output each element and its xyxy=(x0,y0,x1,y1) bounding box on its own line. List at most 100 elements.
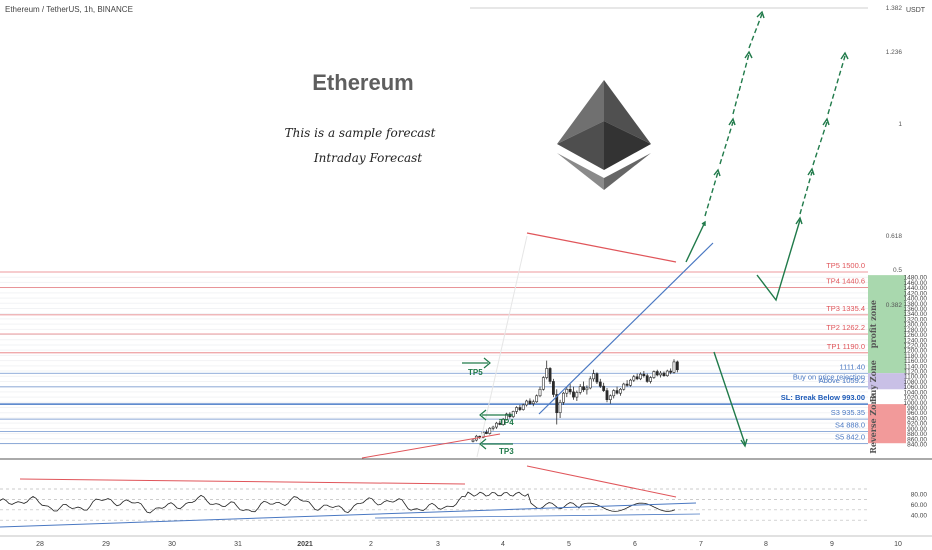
forecast-path-b4 xyxy=(827,55,846,115)
time-tick: 2021 xyxy=(297,541,313,548)
candle xyxy=(625,380,629,387)
time-tick: 28 xyxy=(36,541,44,548)
forecast-path-3 xyxy=(719,121,734,165)
tp3-marker-icon xyxy=(479,438,487,450)
candle xyxy=(495,421,498,429)
price-tick: 1100.00 xyxy=(904,374,927,381)
symbol-label: Ethereum / TetherUS, 1h, BINANCE xyxy=(5,5,133,14)
reverse-arrowhead-icon xyxy=(740,438,748,448)
candle xyxy=(622,382,626,391)
fib-label: 1.382 xyxy=(886,5,903,12)
level-label-6: Buy on price rejection xyxy=(793,372,865,381)
oscillator-panel: 80.00 60.00 40.00 xyxy=(0,465,928,528)
price-tick: 1400.00 xyxy=(904,296,928,303)
candle xyxy=(541,376,545,391)
fib-label: 0.618 xyxy=(886,233,903,240)
candle xyxy=(535,394,539,403)
osc-tick: 40.00 xyxy=(911,513,928,520)
arrowhead-b2-icon xyxy=(807,167,815,176)
price-tick: 1300.00 xyxy=(904,322,928,329)
level-label-1: TP4 1440.6 xyxy=(826,276,865,285)
price-tick: 1080.00 xyxy=(904,379,928,386)
candle xyxy=(585,385,589,395)
candle xyxy=(669,368,673,375)
level-label-7: Above 1059.2 xyxy=(819,376,865,385)
time-tick: 2 xyxy=(369,541,373,548)
tp3-marker-label: TP3 xyxy=(499,447,514,456)
candle xyxy=(588,376,592,390)
candle xyxy=(672,359,676,374)
candle xyxy=(642,371,646,378)
candle xyxy=(655,369,659,377)
candle xyxy=(501,417,505,426)
time-axis: 28 29 30 31 2021 2 3 4 5 6 7 8 9 10 xyxy=(0,535,932,548)
arrowhead-5-icon xyxy=(756,10,765,19)
price-tick: 1280.00 xyxy=(904,327,928,334)
price-tick: 1060.00 xyxy=(904,384,928,391)
osc-tick: 80.00 xyxy=(911,492,928,499)
candle xyxy=(662,371,666,377)
candle xyxy=(608,394,612,404)
currency-label: USDT xyxy=(906,7,926,14)
candle xyxy=(555,389,559,425)
arrowhead-1-icon xyxy=(701,220,706,226)
candle xyxy=(562,391,565,405)
zone-label-0: profit zone xyxy=(868,300,878,348)
candle xyxy=(531,399,535,407)
time-tick: 10 xyxy=(894,541,902,548)
candle xyxy=(602,382,606,392)
tp-markers: TP5 TP4 TP3 xyxy=(462,357,514,456)
time-tick: 8 xyxy=(764,541,768,548)
zone-1 xyxy=(868,373,906,390)
price-tick: 1340.00 xyxy=(904,311,928,318)
levels-layer: TP5 1500.0 TP4 1440.6 TP3 1335.4 TP2 1262.2… xyxy=(0,7,868,444)
price-tick: 1460.00 xyxy=(904,280,928,287)
level-label-0: TP5 1500.0 xyxy=(826,261,865,270)
forecast-path-b2 xyxy=(799,171,813,215)
arrowhead-3-icon xyxy=(728,117,736,126)
candle xyxy=(558,399,562,418)
time-tick: 29 xyxy=(102,541,110,548)
level-label-3: TP2 1262.2 xyxy=(826,323,865,332)
price-tick: 1240.00 xyxy=(904,337,928,344)
price-tick: 980.00 xyxy=(907,405,927,412)
tp4-marker-icon xyxy=(479,409,487,421)
time-tick: 6 xyxy=(633,541,637,548)
candles-layer xyxy=(471,359,679,443)
candle xyxy=(548,367,552,385)
price-tick: 1420.00 xyxy=(904,290,928,297)
forecast-path-4 xyxy=(732,53,750,115)
price-tick: 1140.00 xyxy=(904,363,927,370)
price-tick: 1000.00 xyxy=(904,400,928,407)
level-label-2: TP3 1335.4 xyxy=(826,304,865,313)
candle xyxy=(635,373,639,381)
forecast-arrows xyxy=(685,10,849,448)
subtitle-intraday: Intraday Forecast xyxy=(313,151,422,165)
reverse-path xyxy=(713,351,746,445)
candle xyxy=(629,378,632,387)
price-tick: 860.00 xyxy=(907,436,927,443)
candle xyxy=(521,403,525,411)
candle xyxy=(665,369,669,377)
time-tick: 30 xyxy=(168,541,176,548)
arrowhead-2-icon xyxy=(713,168,721,177)
osc-blue-trendline xyxy=(0,502,697,528)
candle xyxy=(578,384,582,395)
level-label-4: TP1 1190.0 xyxy=(827,342,865,351)
fib-label: 0.382 xyxy=(886,302,903,309)
level-label-8: SL: Break Below 993.00 xyxy=(781,393,865,402)
price-tick: 1360.00 xyxy=(904,306,928,313)
price-tick: 1380.00 xyxy=(904,301,928,308)
zone-2 xyxy=(868,404,906,444)
price-tick: 1040.00 xyxy=(904,389,928,396)
subtitle-sample: This is a sample forecast xyxy=(285,126,436,140)
candle xyxy=(528,398,532,405)
candle xyxy=(518,404,522,412)
arrowhead-b3-icon xyxy=(822,117,830,126)
candle xyxy=(592,369,596,382)
candle xyxy=(505,412,508,421)
tp5-marker-icon xyxy=(483,357,491,369)
lower-red-trendline xyxy=(361,433,501,459)
